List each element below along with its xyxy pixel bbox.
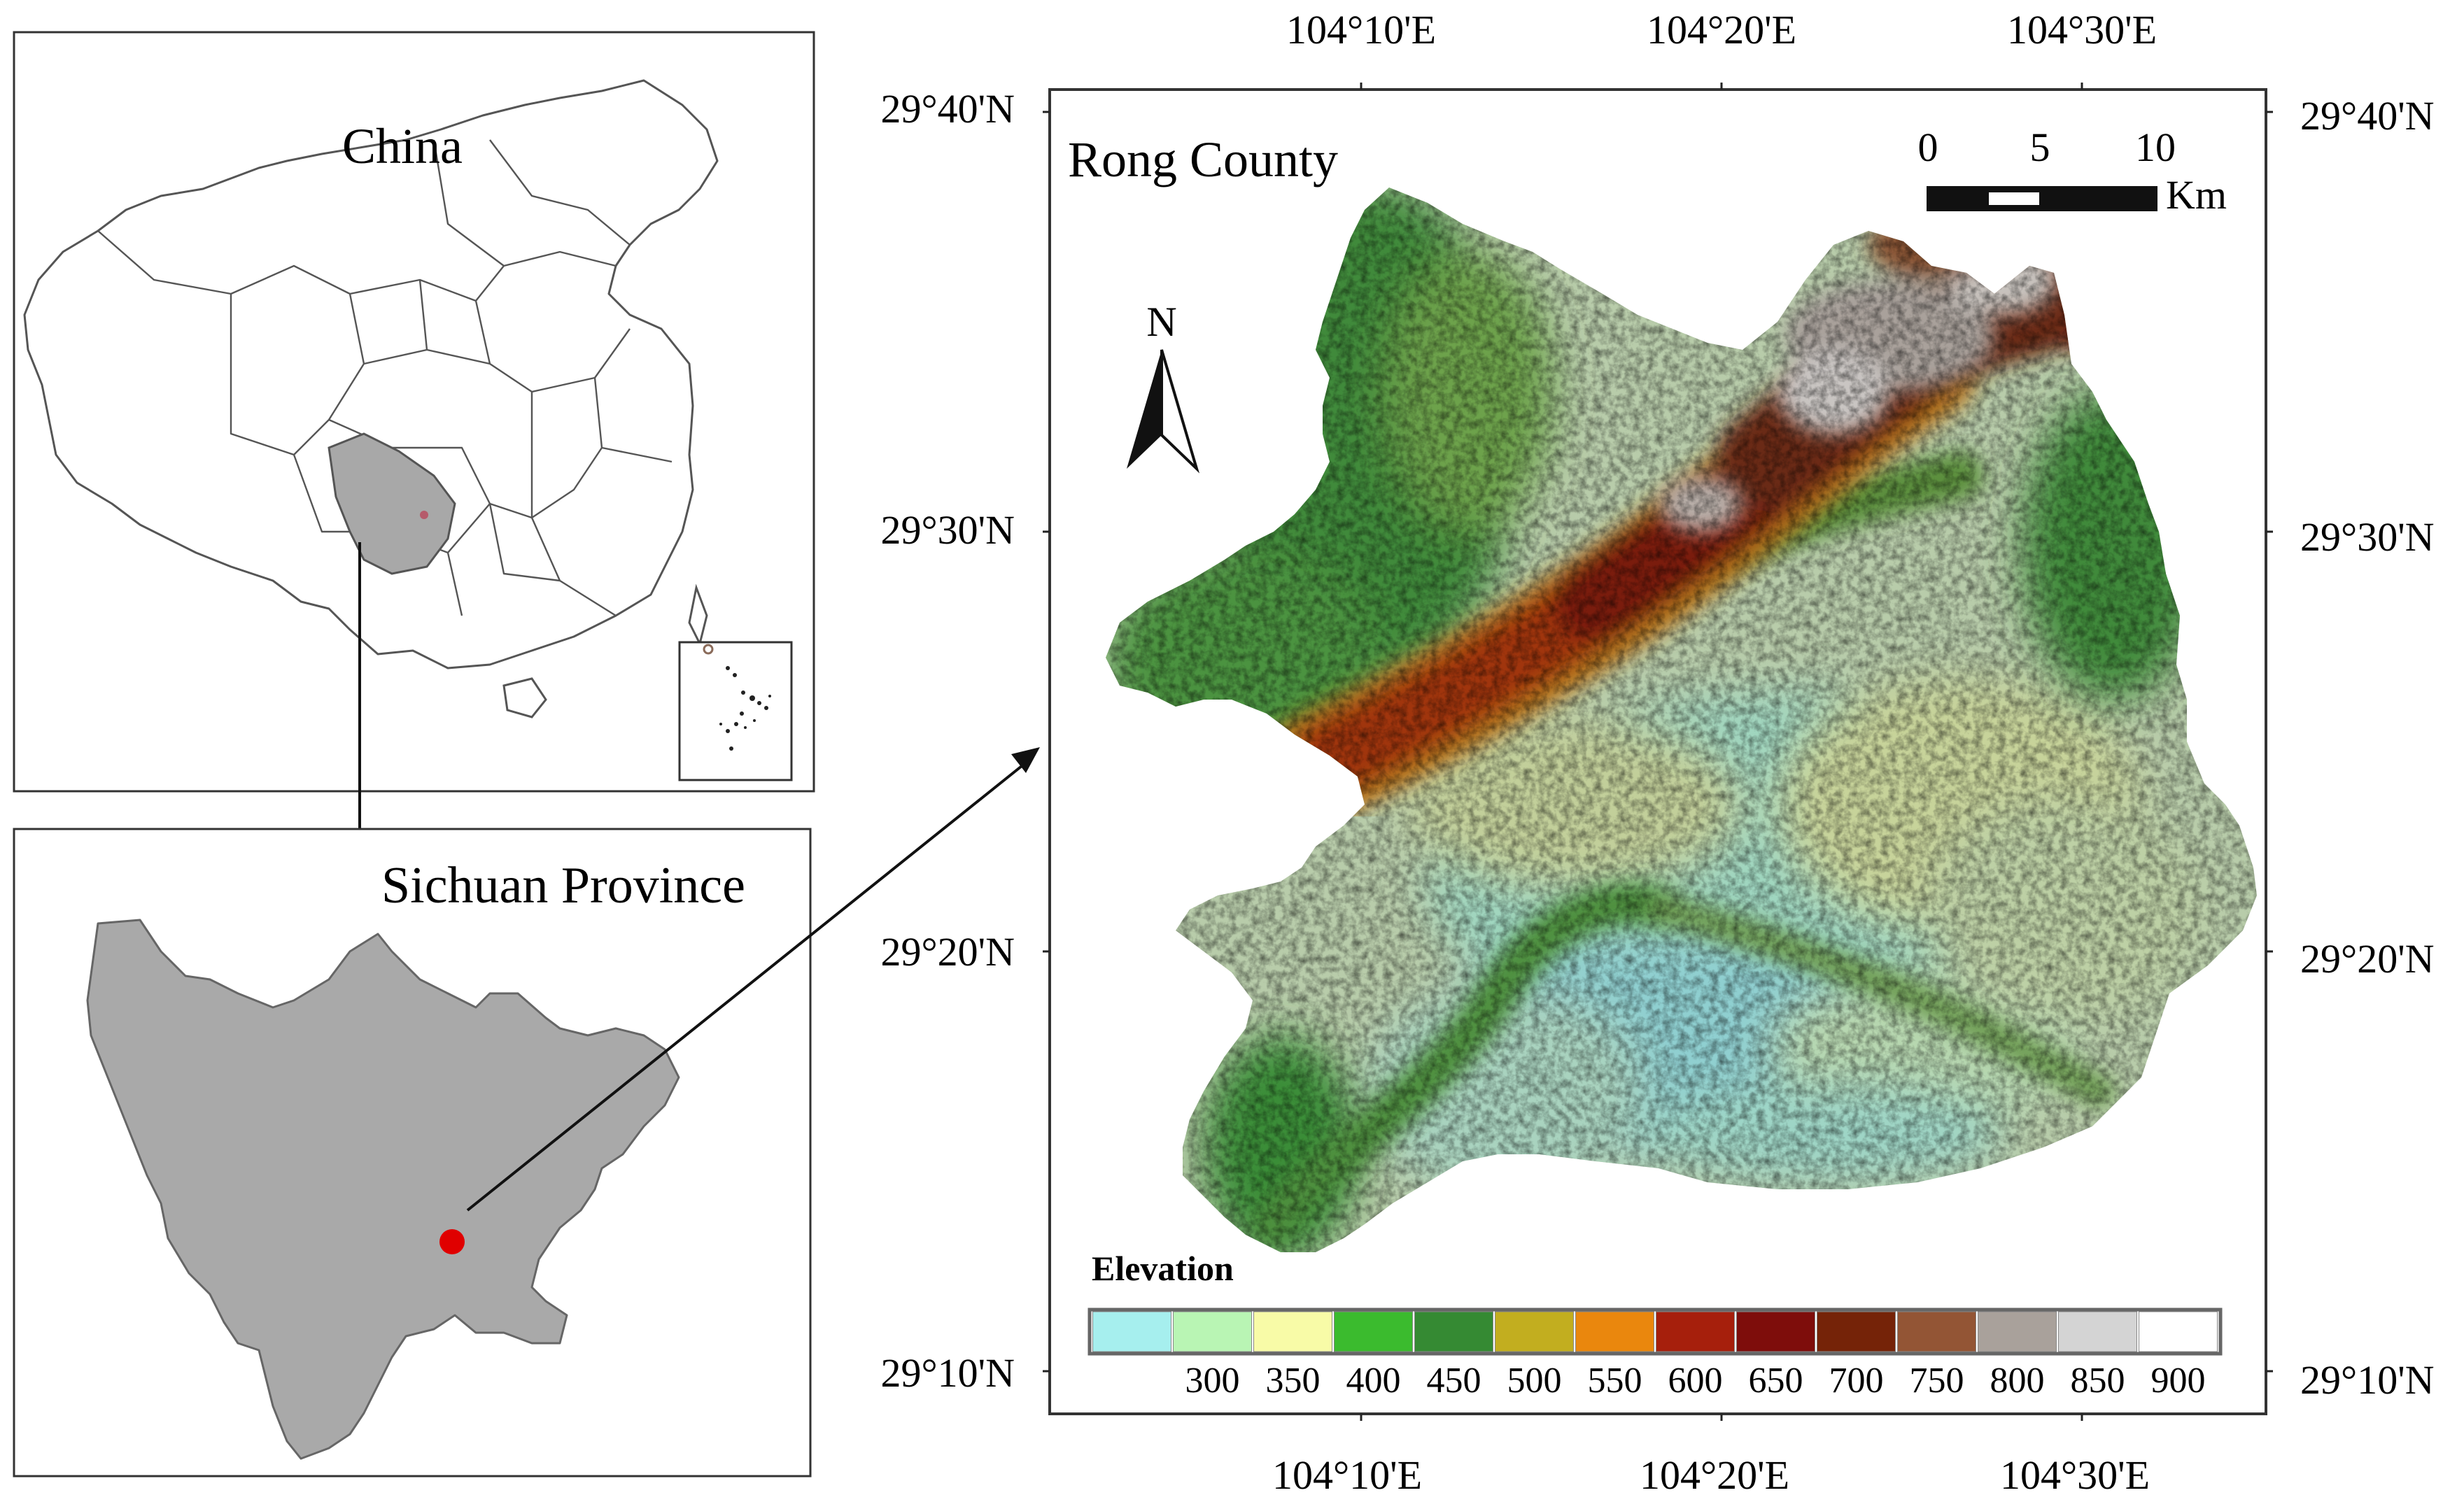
lat-label-left-2: 29°30'N: [880, 507, 1015, 553]
sichuan-highlight-on-china: [328, 432, 456, 575]
legend-label: 400: [1346, 1361, 1401, 1401]
rong-county-dot-on-china: [420, 511, 428, 519]
legend-label: 350: [1266, 1361, 1321, 1401]
north-arrow-dark-half: [1127, 350, 1162, 469]
lon-label-bottom-3: 104°30'E: [2000, 1452, 2150, 1498]
north-arrow: N: [1127, 299, 1200, 474]
lat-label-right-4: 29°10'N: [2300, 1357, 2435, 1403]
scale-unit: Km: [2166, 172, 2227, 218]
scale-tick-0: 0: [1918, 125, 1938, 170]
sichuan-panel-title: Sichuan Province: [381, 857, 745, 914]
longitude-labels-top: 104°10'E 104°20'E 104°30'E: [1286, 7, 2157, 52]
lat-label-left-3: 29°20'N: [880, 929, 1015, 975]
rong-county-dem-panel: Rong County N 0 5 10 Km Elevation 300 350…: [880, 7, 2434, 1498]
legend-label: 750: [1910, 1361, 1964, 1401]
latitude-labels-right: 29°40'N 29°30'N 29°20'N 29°10'N: [2300, 93, 2435, 1403]
legend-swatch: [2058, 1311, 2137, 1352]
legend-swatch: [1978, 1311, 2057, 1352]
lat-label-right-2: 29°30'N: [2300, 514, 2435, 560]
lat-label-right-1: 29°40'N: [2300, 93, 2435, 139]
rong-county-marker-on-sichuan: [439, 1229, 465, 1254]
china-panel-title: China: [342, 118, 463, 174]
legend-labels: 300 350 400 450 500 550 600 650 700 750 800 850 900: [1185, 1361, 2206, 1401]
legend-label: 900: [2151, 1361, 2206, 1401]
legend-swatch: [1173, 1311, 1252, 1352]
legend-label: 500: [1507, 1361, 1562, 1401]
legend-title: Elevation: [1092, 1249, 1234, 1288]
latitude-labels-left: 29°40'N 29°30'N 29°20'N 29°10'N: [880, 86, 1015, 1396]
scale-tick-10: 10: [2135, 125, 2176, 170]
lat-label-right-3: 29°20'N: [2300, 936, 2435, 982]
legend-swatches: [1092, 1311, 2218, 1352]
china-map: [23, 79, 719, 670]
scale-tick-5: 5: [2030, 125, 2050, 170]
sichuan-province-shape: [86, 919, 680, 1460]
lon-label-top-2: 104°20'E: [1647, 7, 1796, 52]
legend-swatch: [2139, 1311, 2218, 1352]
china-overview-panel: China: [13, 31, 815, 793]
legend-label: 550: [1588, 1361, 1642, 1401]
sichuan-to-county-arrow: [466, 747, 1040, 1212]
lat-label-left-1: 29°40'N: [880, 86, 1015, 132]
legend-swatch: [1414, 1311, 1493, 1352]
longitude-labels-bottom: 104°10'E 104°20'E 104°30'E: [1272, 1452, 2150, 1498]
north-arrow-label: N: [1146, 299, 1176, 345]
county-map-title: Rong County: [1068, 132, 1338, 187]
legend-label: 600: [1668, 1361, 1723, 1401]
south-china-sea-inset: [678, 641, 793, 781]
legend-swatch: [1334, 1311, 1413, 1352]
legend-swatch: [1253, 1311, 1332, 1352]
legend-label: 650: [1749, 1361, 1803, 1401]
legend-label: 700: [1829, 1361, 1884, 1401]
china-outline: [23, 79, 719, 670]
north-arrow-light-half: [1160, 349, 1200, 474]
legend-label: 450: [1427, 1361, 1481, 1401]
legend-swatch: [1092, 1311, 1171, 1352]
lon-label-top-1: 104°10'E: [1286, 7, 1436, 52]
graticule-ticks: [1043, 83, 2273, 1421]
lon-label-bottom-2: 104°20'E: [1640, 1452, 1789, 1498]
legend-swatch: [1656, 1311, 1735, 1352]
legend-swatch: [1495, 1311, 1574, 1352]
legend-label: 850: [2071, 1361, 2125, 1401]
lon-label-top-3: 104°30'E: [2007, 7, 2157, 52]
legend-label: 300: [1185, 1361, 1240, 1401]
lon-label-bottom-1: 104°10'E: [1272, 1452, 1422, 1498]
legend-swatch: [1897, 1311, 1976, 1352]
lat-label-left-4: 29°10'N: [880, 1350, 1015, 1396]
legend-label: 800: [1990, 1361, 2045, 1401]
hainan-island: [502, 677, 547, 718]
elevation-legend: Elevation 300 350 400 450 500 550 600 650 700 750…: [1087, 1249, 2223, 1401]
south-china-sea-islands: [703, 644, 771, 751]
scale-bar: 0 5 10 Km: [1918, 125, 2227, 218]
legend-swatch: [1817, 1311, 1896, 1352]
legend-swatch: [1736, 1311, 1815, 1352]
sichuan-province-panel: Sichuan Province: [13, 828, 812, 1478]
legend-swatch: [1575, 1311, 1654, 1352]
